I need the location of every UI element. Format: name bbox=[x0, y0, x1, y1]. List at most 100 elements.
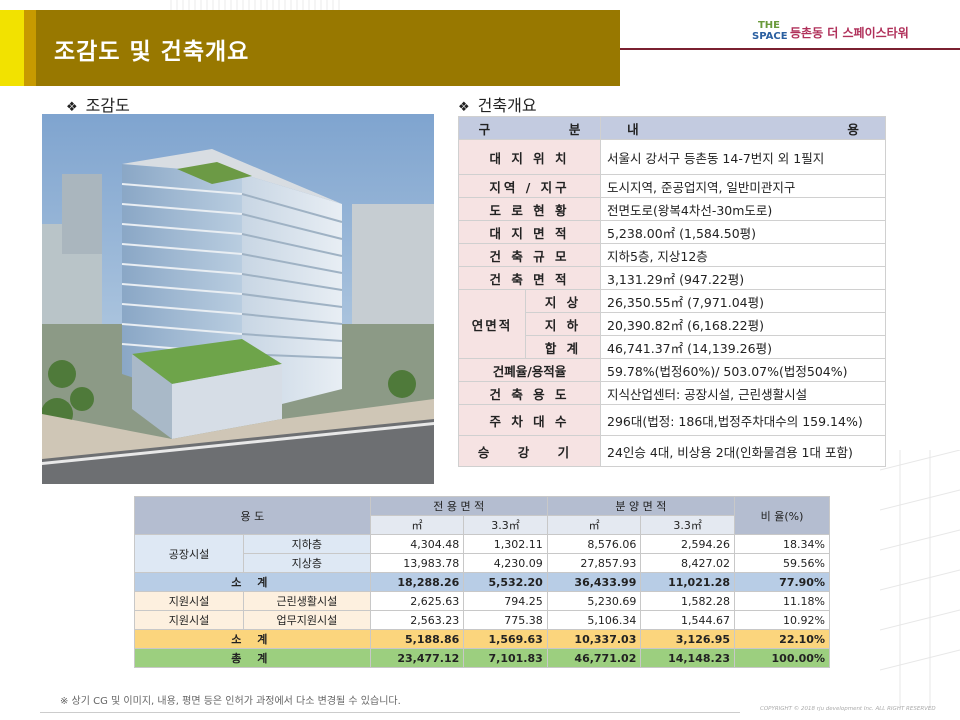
use-header: 용 도 bbox=[134, 496, 371, 535]
sale-m2: 5,230.69 bbox=[546, 591, 642, 611]
sale-pyeong: 3,126.95 bbox=[640, 629, 735, 649]
sale-m2: 5,106.34 bbox=[546, 610, 642, 630]
ratio: 18.34% bbox=[734, 534, 830, 554]
overview-row: 승 강 기 24인승 4대, 비상용 2대(인화물겸용 1대 포함) bbox=[458, 435, 886, 467]
header-char: 내 bbox=[627, 121, 639, 137]
top-decoration bbox=[170, 0, 340, 10]
overview-row-value: 지식산업센터: 공장시설, 근린생활시설 bbox=[600, 381, 886, 405]
exclusive-m2: 4,304.48 bbox=[369, 534, 465, 554]
header-char: 구 bbox=[478, 121, 491, 137]
table-row: 지원시설 근린생활시설 2,625.63 794.25 5,230.69 1,5… bbox=[134, 591, 830, 611]
sale-m2: 46,771.02 bbox=[546, 648, 642, 668]
sale-m2: 8,576.06 bbox=[546, 534, 642, 554]
overview-row-label: 건 축 용 도 bbox=[458, 381, 601, 405]
exclusive-area-header: 전 용 면 적 bbox=[369, 496, 548, 516]
subtotal-label: 소 계 bbox=[134, 572, 371, 592]
overview-row-label: 대 지 위 치 bbox=[458, 139, 601, 175]
overview-header-row: 구 분 내 용 bbox=[458, 116, 886, 140]
gfa-value: 26,350.55㎡ (7,971.04평) bbox=[600, 289, 886, 313]
overview-row: 주 차 대 수 296대(법정: 186대,법정주차대수의 159.14%) bbox=[458, 404, 886, 436]
overview-row: 건폐율/용적율 59.78%(법정60%)/ 503.07%(법정504%) bbox=[458, 358, 886, 382]
exclusive-pyeong: 794.25 bbox=[463, 591, 548, 611]
exclusive-pyeong: 5,532.20 bbox=[463, 572, 548, 592]
rendering-heading-label: 조감도 bbox=[85, 96, 130, 115]
overview-row-label: 승 강 기 bbox=[458, 435, 601, 467]
subtotal-row: 소 계 18,288.26 5,532.20 36,433.99 11,021.… bbox=[134, 572, 830, 592]
sale-m2: 27,857.93 bbox=[546, 553, 642, 573]
gfa-row: 지 하 20,390.82㎡ (6,168.22평) bbox=[459, 312, 886, 336]
bottom-rule bbox=[40, 712, 740, 713]
sale-m2: 36,433.99 bbox=[546, 572, 642, 592]
exclusive-m2: 18,288.26 bbox=[369, 572, 465, 592]
exclusive-pyeong: 1,302.11 bbox=[463, 534, 548, 554]
brand-name: 등촌동 더 스페이스타워 bbox=[790, 26, 909, 40]
disclaimer-note: ※ 상기 CG 및 이미지, 내용, 평면 등은 인허가 과정에서 다소 변경될… bbox=[60, 696, 401, 707]
aerial-rendering-image bbox=[42, 114, 434, 484]
overview-row-value: 5,238.00㎡ (1,584.50평) bbox=[600, 220, 886, 244]
overview-row: 도 로 현 황 전면도로(왕복4차선-30m도로) bbox=[458, 197, 886, 221]
sale-pyeong: 1,582.28 bbox=[640, 591, 735, 611]
subtotal-label: 소 계 bbox=[134, 629, 371, 649]
ratio: 59.56% bbox=[734, 553, 830, 573]
overview-row-label: 지역 / 지구 bbox=[458, 174, 601, 198]
sale-pyeong: 1,544.67 bbox=[640, 610, 735, 630]
overview-row-label: 건 축 규 모 bbox=[458, 243, 601, 267]
header-char: 분 bbox=[568, 121, 581, 137]
exclusive-m2: 23,477.12 bbox=[369, 648, 465, 668]
gfa-value: 20,390.82㎡ (6,168.22평) bbox=[600, 312, 886, 336]
overview-row: 대 지 위 치 서울시 강서구 등촌동 14-7번지 외 1필지 bbox=[458, 139, 886, 175]
area-breakdown-table: 용 도 전 용 면 적 분 양 면 적 비 율(%) ㎡ 3.3㎡ ㎡ 3.3㎡… bbox=[134, 496, 830, 668]
floor-label: 지하층 bbox=[243, 534, 371, 554]
overview-row-label: 주 차 대 수 bbox=[458, 404, 601, 436]
table-row: 지원시설 업무지원시설 2,563.23 775.38 5,106.34 1,5… bbox=[134, 610, 830, 630]
gfa-row: 합 계 46,741.37㎡ (14,139.26평) bbox=[459, 335, 886, 359]
exclusive-pyeong: 4,230.09 bbox=[463, 553, 548, 573]
brand-logo: THE SPACE bbox=[752, 20, 788, 46]
overview-row-label: 건 축 면 적 bbox=[458, 266, 601, 290]
overview-row-label: 대 지 면 적 bbox=[458, 220, 601, 244]
ratio-header: 비 율(%) bbox=[734, 496, 830, 535]
sale-area-header: 분 양 면 적 bbox=[546, 496, 736, 516]
gfa-value: 46,741.37㎡ (14,139.26평) bbox=[600, 335, 886, 359]
factory-label: 공장시설 bbox=[134, 534, 244, 573]
rendering-heading: ❖ 조감도 bbox=[66, 92, 130, 116]
header-rule bbox=[620, 48, 960, 50]
header-char: 용 bbox=[847, 121, 859, 137]
exclusive-m2: 13,983.78 bbox=[369, 553, 465, 573]
diamond-bullet-icon: ❖ bbox=[66, 100, 78, 115]
sale-pyeong: 2,594.26 bbox=[640, 534, 735, 554]
ratio: 77.90% bbox=[734, 572, 830, 592]
overview-row: 지역 / 지구 도시지역, 준공업지역, 일반미관지구 bbox=[458, 174, 886, 198]
overview-row-label: 도 로 현 황 bbox=[458, 197, 601, 221]
overview-row-value: 지하5층, 지상12층 bbox=[600, 243, 886, 267]
unit-pyeong: 3.3㎡ bbox=[640, 515, 735, 535]
title-bar bbox=[0, 10, 620, 86]
brand-logo-line2: SPACE bbox=[752, 31, 788, 42]
ratio: 100.00% bbox=[734, 648, 830, 668]
overview-row: 대 지 면 적 5,238.00㎡ (1,584.50평) bbox=[458, 220, 886, 244]
overview-row-value: 59.78%(법정60%)/ 503.07%(법정504%) bbox=[600, 358, 886, 382]
ratio: 22.10% bbox=[734, 629, 830, 649]
overview-row: 건 축 면 적 3,131.29㎡ (947.22평) bbox=[458, 266, 886, 290]
total-label: 총 계 bbox=[134, 648, 371, 668]
total-row: 총 계 23,477.12 7,101.83 46,771.02 14,148.… bbox=[134, 648, 830, 668]
exclusive-pyeong: 7,101.83 bbox=[463, 648, 548, 668]
exclusive-pyeong: 1,569.63 bbox=[463, 629, 548, 649]
floor-label: 지상층 bbox=[243, 553, 371, 573]
overview-row: 건 축 규 모 지하5층, 지상12층 bbox=[458, 243, 886, 267]
unit-m2: ㎡ bbox=[546, 515, 642, 535]
category-label: 지원시설 bbox=[134, 591, 244, 611]
copyright-text: COPYRIGHT © 2018 rju development Inc. AL… bbox=[760, 706, 936, 712]
sale-pyeong: 8,427.02 bbox=[640, 553, 735, 573]
area-header-row: 용 도 전 용 면 적 분 양 면 적 비 율(%) bbox=[134, 496, 830, 535]
gfa-label: 연면적 bbox=[458, 289, 526, 359]
overview-row-value: 296대(법정: 186대,법정주차대수의 159.14%) bbox=[600, 404, 886, 436]
overview-row-value: 전면도로(왕복4차선-30m도로) bbox=[600, 197, 886, 221]
building-overview-table: 구 분 내 용 대 지 위 치 서울시 강서구 등촌동 14-7번지 외 1필지… bbox=[458, 116, 886, 467]
ratio: 10.92% bbox=[734, 610, 830, 630]
unit-m2: ㎡ bbox=[369, 515, 465, 535]
diamond-bullet-icon: ❖ bbox=[458, 100, 470, 115]
exclusive-m2: 5,188.86 bbox=[369, 629, 465, 649]
exclusive-m2: 2,625.63 bbox=[369, 591, 465, 611]
overview-row-value: 3,131.29㎡ (947.22평) bbox=[600, 266, 886, 290]
